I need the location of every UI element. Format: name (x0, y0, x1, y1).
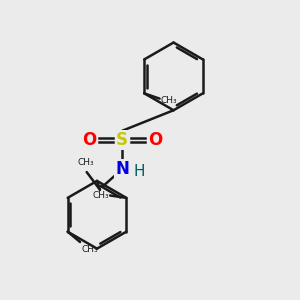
Text: CH₃: CH₃ (81, 245, 98, 254)
Text: S: S (116, 131, 128, 149)
Text: O: O (148, 131, 162, 149)
Text: O: O (82, 131, 96, 149)
Text: CH₃: CH₃ (92, 191, 109, 200)
Text: H: H (134, 164, 146, 179)
Text: CH₃: CH₃ (161, 96, 177, 105)
Text: N: N (115, 160, 129, 178)
Text: CH₃: CH₃ (78, 158, 94, 167)
